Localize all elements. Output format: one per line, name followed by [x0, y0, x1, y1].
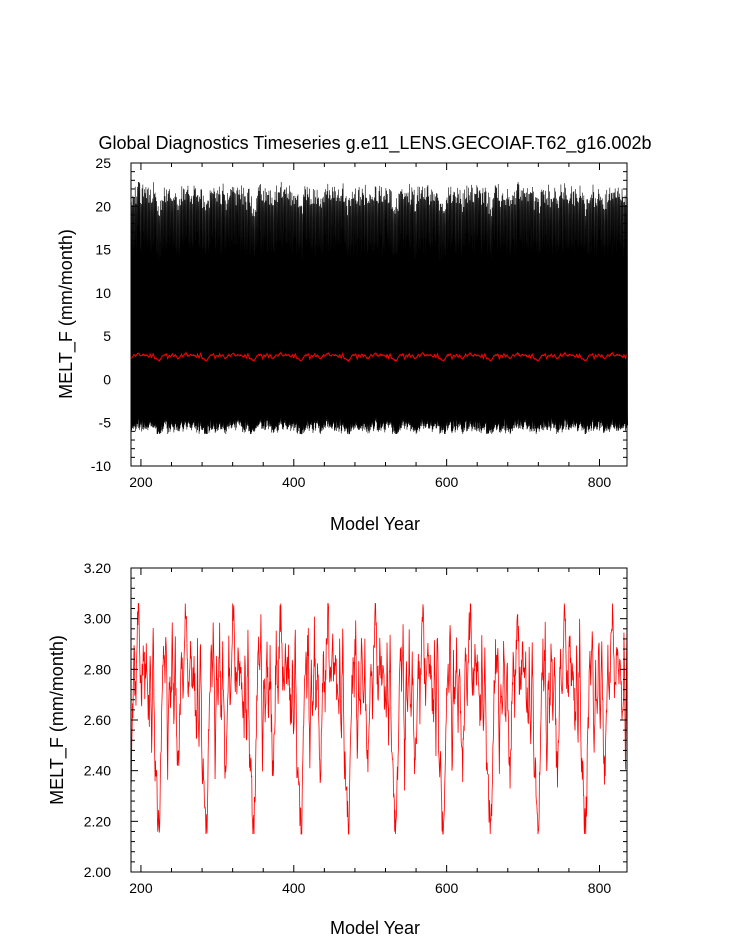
x-tick-label: 400: [282, 880, 306, 896]
y-tick-label: 2.80: [84, 661, 111, 677]
top-y-axis-label: MELT_F (mm/month): [56, 229, 77, 399]
x-tick-label: 600: [435, 474, 459, 490]
y-tick-label: -5: [99, 415, 112, 431]
bottom-axis-ticks: 200 400 600 800 2.00 2.20 2.40 2.60 2.80 3.00 3.20: [84, 560, 627, 896]
monthly-series-line: [130, 182, 628, 435]
x-tick-label: 400: [282, 474, 306, 490]
top-panel: 200 400 600 800 -10 -5 0 5 10 15 20 25 Model Year M…: [56, 155, 628, 534]
y-tick-label: 3.20: [84, 560, 111, 576]
bottom-panel: 200 400 600 800 2.00 2.20 2.40 2.60 2.80 3.00 3.20…: [47, 560, 628, 938]
x-tick-label: 800: [588, 474, 612, 490]
annual-mean-series-line: [130, 351, 628, 363]
y-tick-label: 15: [95, 242, 111, 258]
x-tick-label: 600: [435, 880, 459, 896]
top-plot-data: [130, 182, 628, 435]
y-tick-label: 25: [95, 155, 111, 171]
x-tick-label: 800: [588, 880, 612, 896]
bottom-x-axis-label: Model Year: [330, 918, 420, 938]
chart-title: Global Diagnostics Timeseries g.e11_LENS…: [99, 133, 652, 154]
y-tick-label: 2.60: [84, 712, 111, 728]
top-plot-frame: [130, 162, 628, 467]
y-tick-label: 10: [95, 285, 111, 301]
y-tick-label: 3.00: [84, 611, 111, 627]
y-tick-label: 2.40: [84, 763, 111, 779]
top-x-axis-label: Model Year: [330, 514, 420, 534]
top-axis-ticks: 200 400 600 800 -10 -5 0 5 10 15 20 25: [91, 155, 627, 490]
y-tick-label: -10: [91, 458, 111, 474]
y-tick-label: 2.00: [84, 864, 111, 880]
x-tick-label: 200: [129, 880, 153, 896]
y-tick-label: 20: [95, 198, 111, 214]
annual-mean-series-line: [130, 603, 628, 835]
bottom-plot-data: [130, 603, 628, 835]
y-tick-label: 2.20: [84, 813, 111, 829]
y-tick-label: 0: [103, 371, 111, 387]
bottom-y-axis-label: MELT_F (mm/month): [47, 635, 68, 805]
x-tick-label: 200: [129, 474, 153, 490]
y-tick-label: 5: [103, 328, 111, 344]
